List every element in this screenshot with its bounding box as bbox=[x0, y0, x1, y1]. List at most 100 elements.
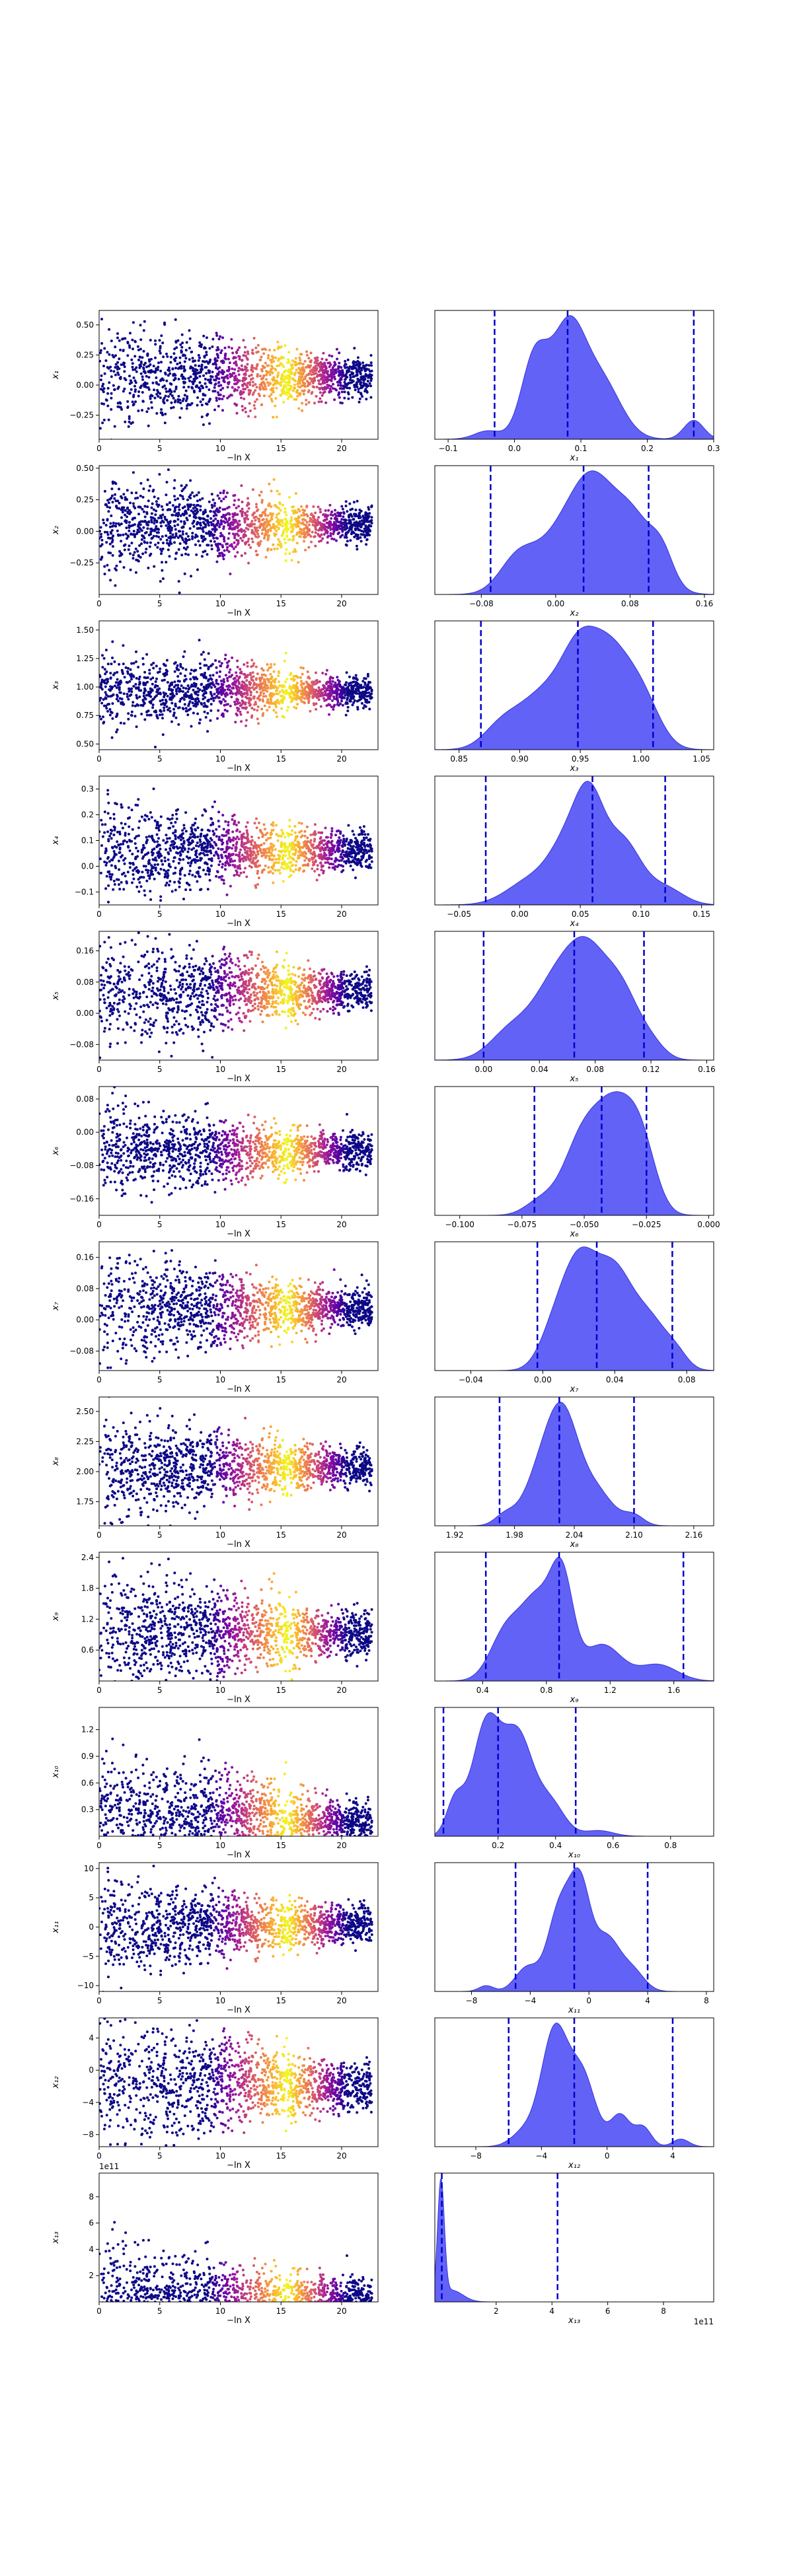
scatter-point bbox=[221, 409, 224, 412]
scatter-point bbox=[105, 707, 108, 710]
scatter-point bbox=[200, 343, 203, 346]
scatter-point bbox=[314, 511, 317, 515]
scatter-point bbox=[255, 530, 258, 534]
scatter-point bbox=[221, 683, 225, 686]
scatter-point bbox=[108, 537, 112, 540]
scatter-point bbox=[161, 513, 165, 517]
scatter-point bbox=[346, 705, 350, 709]
scatter-point bbox=[228, 544, 231, 548]
y-tick-label: 1.50 bbox=[76, 626, 94, 635]
scatter-point bbox=[256, 363, 259, 367]
scatter-point bbox=[152, 698, 155, 701]
scatter-point bbox=[317, 370, 321, 373]
scatter-point bbox=[137, 359, 140, 361]
scatter-point bbox=[161, 508, 165, 511]
scatter-point bbox=[99, 857, 102, 861]
scatter-point bbox=[265, 518, 268, 521]
scatter-point bbox=[172, 358, 176, 361]
scatter-point bbox=[161, 679, 164, 682]
scatter-point bbox=[301, 384, 305, 387]
scatter-point bbox=[302, 511, 305, 515]
scatter-point bbox=[161, 341, 165, 345]
scatter-point bbox=[159, 709, 162, 712]
scatter-point bbox=[246, 382, 249, 384]
scatter-point bbox=[361, 377, 364, 380]
scatter-point bbox=[266, 663, 269, 666]
scatter-point bbox=[292, 378, 295, 381]
scatter-point bbox=[277, 692, 280, 696]
scatter-point bbox=[359, 522, 362, 526]
scatter-point bbox=[192, 382, 195, 386]
scatter-point bbox=[356, 499, 359, 503]
scatter-point bbox=[317, 505, 320, 509]
scatter-point bbox=[180, 345, 184, 349]
scatter-point bbox=[118, 524, 121, 526]
scatter-point bbox=[331, 387, 334, 390]
scatter-point bbox=[341, 528, 344, 532]
scatter-point bbox=[324, 698, 328, 701]
scatter-point bbox=[190, 668, 193, 672]
scatter-point bbox=[161, 713, 164, 716]
scatter-point bbox=[359, 540, 363, 543]
scatter-point bbox=[215, 875, 218, 878]
scatter-point bbox=[106, 709, 109, 713]
scatter-frame bbox=[98, 310, 379, 440]
scatter-point bbox=[334, 681, 337, 684]
scatter-point bbox=[212, 519, 215, 522]
scatter-point bbox=[276, 698, 279, 701]
scatter-point bbox=[322, 684, 326, 688]
scatter-point bbox=[163, 703, 167, 707]
scatter-point bbox=[217, 384, 221, 388]
scatter-point bbox=[184, 552, 187, 555]
scatter-point bbox=[165, 379, 169, 382]
scatter-point bbox=[270, 361, 273, 364]
scatter-point bbox=[207, 683, 210, 686]
scatter-point bbox=[139, 506, 142, 509]
scatter-point bbox=[128, 680, 132, 683]
scatter-point bbox=[135, 694, 138, 697]
scatter-point bbox=[312, 690, 315, 693]
scatter-point bbox=[183, 522, 186, 525]
scatter-point bbox=[104, 691, 107, 694]
scatter-point bbox=[365, 698, 369, 701]
scatter-point bbox=[369, 384, 373, 388]
scatter-point bbox=[205, 336, 208, 340]
scatter-point bbox=[146, 505, 149, 509]
scatter-point bbox=[330, 371, 333, 374]
scatter-point bbox=[343, 528, 346, 531]
scatter-point bbox=[293, 398, 296, 401]
scatter-point bbox=[311, 390, 314, 394]
scatter-point bbox=[323, 387, 326, 390]
scatter-point bbox=[335, 347, 338, 351]
scatter-point bbox=[106, 386, 110, 390]
scatter-point bbox=[202, 698, 205, 701]
scatter-point bbox=[235, 351, 239, 355]
scatter-point bbox=[109, 677, 112, 680]
scatter-point bbox=[208, 422, 211, 425]
scatter-points bbox=[99, 318, 373, 439]
scatter-point bbox=[348, 365, 352, 369]
scatter-point bbox=[303, 360, 307, 363]
kde-density-area bbox=[435, 470, 714, 594]
scatter-point bbox=[275, 382, 278, 385]
scatter-point bbox=[319, 361, 322, 364]
scatter-point bbox=[108, 569, 111, 572]
scatter-point bbox=[330, 537, 334, 540]
scatter-point bbox=[364, 388, 367, 391]
scatter-point bbox=[282, 378, 285, 380]
scatter-point bbox=[349, 376, 352, 379]
scatter-point bbox=[316, 359, 319, 362]
scatter-point bbox=[187, 704, 190, 707]
scatter-point bbox=[243, 376, 246, 379]
scatter-point bbox=[155, 531, 159, 534]
scatter-point bbox=[222, 489, 225, 493]
scatter-point bbox=[192, 507, 195, 510]
scatter-point bbox=[118, 550, 122, 553]
scatter-point bbox=[313, 369, 317, 373]
scatter-point bbox=[235, 671, 238, 674]
scatter-point bbox=[143, 689, 147, 692]
scatter-point bbox=[99, 349, 102, 352]
scatter-point bbox=[132, 530, 135, 533]
scatter-point bbox=[325, 688, 328, 692]
scatter-point bbox=[204, 525, 207, 528]
